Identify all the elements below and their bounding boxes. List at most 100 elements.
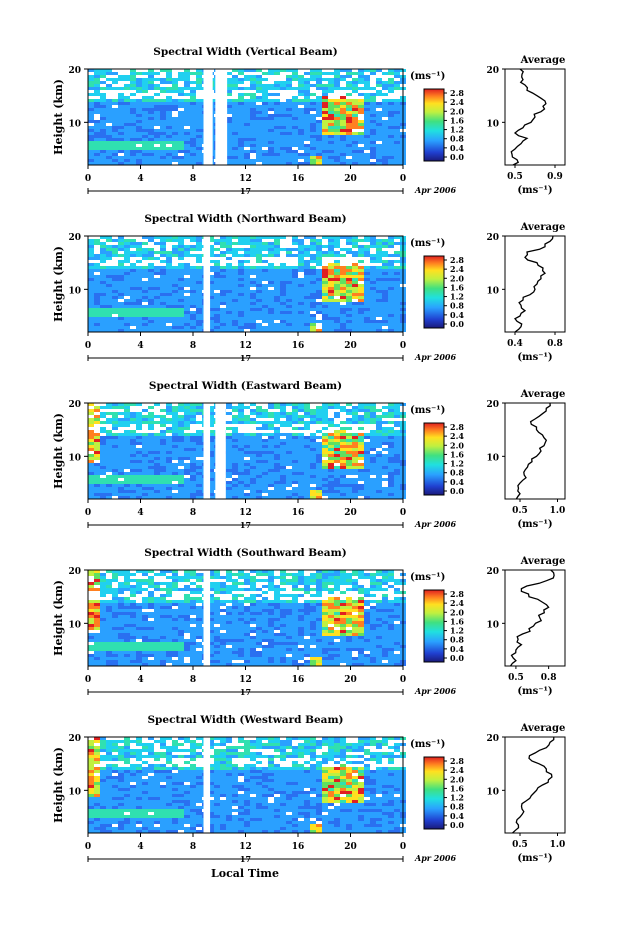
heatmap-cell: [358, 478, 364, 481]
heatmap-cell: [340, 305, 346, 308]
heatmap-cell: [178, 147, 184, 150]
heatmap-cell: [262, 245, 268, 248]
heatmap-cell: [304, 403, 310, 406]
heatmap-cell: [316, 123, 322, 126]
heatmap-cell: [166, 281, 172, 284]
heatmap-cell: [226, 290, 232, 293]
heatmap-cell: [388, 132, 394, 135]
heatmap-cell: [358, 162, 364, 165]
heatmap-cell: [142, 239, 148, 242]
heatmap-cell: [130, 123, 136, 126]
heatmap-cell: [148, 314, 154, 317]
heatmap-cell: [328, 108, 334, 111]
heatmap-cell: [244, 323, 250, 326]
heatmap-cell: [154, 90, 160, 93]
heatmap-cell: [232, 302, 238, 305]
heatmap-cell: [394, 305, 400, 308]
heatmap-cell: [130, 287, 136, 290]
heatmap-cell: [118, 403, 124, 406]
heatmap-cell: [238, 87, 244, 90]
heatmap-cell: [304, 135, 310, 138]
heatmap-cell: [166, 469, 172, 472]
heatmap-cell: [310, 278, 316, 281]
heatmap-cell: [136, 487, 142, 490]
heatmap-cell: [292, 311, 298, 314]
heatmap-cell: [280, 75, 286, 78]
heatmap-cell: [124, 257, 130, 260]
heatmap-cell: [106, 469, 112, 472]
heatmap-cell: [94, 415, 100, 418]
heatmap-cell: [112, 108, 118, 111]
heatmap-cell: [358, 421, 364, 424]
heatmap-cell: [328, 463, 334, 466]
heatmap-cell: [358, 493, 364, 496]
heatmap-cell: [322, 481, 328, 484]
heatmap-cell: [100, 159, 106, 162]
heatmap-cell: [280, 87, 286, 90]
heatmap-cell: [166, 436, 172, 439]
heatmap-cell: [208, 439, 214, 442]
heatmap-cell: [394, 81, 400, 84]
heatmap-cell: [112, 326, 118, 329]
heatmap-cell: [334, 296, 340, 299]
heatmap-cell: [382, 78, 388, 81]
heatmap-cell: [364, 242, 370, 245]
heatmap-cell: [118, 245, 124, 248]
heatmap-cell: [106, 153, 112, 156]
heatmap-cell: [106, 472, 112, 475]
heatmap-cell: [238, 418, 244, 421]
heatmap-cell: [280, 135, 286, 138]
heatmap-cell: [328, 123, 334, 126]
heatmap-cell: [226, 326, 232, 329]
heatmap-cell: [136, 260, 142, 263]
heatmap-cell: [178, 84, 184, 87]
heatmap-cell: [316, 475, 322, 478]
heatmap-cell: [304, 320, 310, 323]
heatmap-cell: [376, 251, 382, 254]
heatmap-cell: [232, 150, 238, 153]
heatmap-cell: [112, 448, 118, 451]
heatmap-cell: [100, 81, 106, 84]
heatmap-cell: [262, 302, 268, 305]
heatmap-cell: [232, 272, 238, 275]
heatmap-cell: [100, 278, 106, 281]
heatmap-cell: [172, 138, 178, 141]
heatmap-cell: [226, 123, 232, 126]
heatmap-cell: [88, 257, 94, 260]
heatmap-cell: [286, 153, 292, 156]
heatmap-cell: [376, 248, 382, 251]
heatmap-cell: [160, 412, 166, 415]
heatmap-cell: [142, 263, 148, 266]
heatmap-cell: [154, 299, 160, 302]
heatmap-cell: [328, 472, 334, 475]
heatmap-cell: [256, 284, 262, 287]
heatmap-cell: [130, 93, 136, 96]
heatmap-cell: [382, 141, 388, 144]
heatmap-cell: [190, 478, 196, 481]
heatmap-cell: [232, 239, 238, 242]
heatmap-cell: [370, 123, 376, 126]
heatmap-cell: [196, 457, 202, 460]
heatmap-cell: [178, 320, 184, 323]
heatmap-cell: [334, 466, 340, 469]
heatmap-cell: [142, 102, 148, 105]
heatmap-cell: [130, 272, 136, 275]
heatmap-cell: [166, 257, 172, 260]
heatmap-cell: [292, 418, 298, 421]
heatmap-cell: [250, 299, 256, 302]
heatmap-cell: [274, 105, 280, 108]
heatmap-cell: [340, 132, 346, 135]
heatmap-cell: [322, 442, 328, 445]
heatmap-cell: [160, 99, 166, 102]
heatmap-cell: [88, 72, 94, 75]
heatmap-cell: [130, 445, 136, 448]
heatmap-cell: [136, 323, 142, 326]
heatmap-cell: [382, 257, 388, 260]
heatmap-cell: [352, 436, 358, 439]
heatmap-cell: [160, 475, 166, 478]
heatmap-cell: [274, 147, 280, 150]
heatmap-cell: [328, 93, 334, 96]
heatmap-cell: [310, 254, 316, 257]
heatmap-cell: [226, 81, 232, 84]
heatmap-cell: [334, 451, 340, 454]
